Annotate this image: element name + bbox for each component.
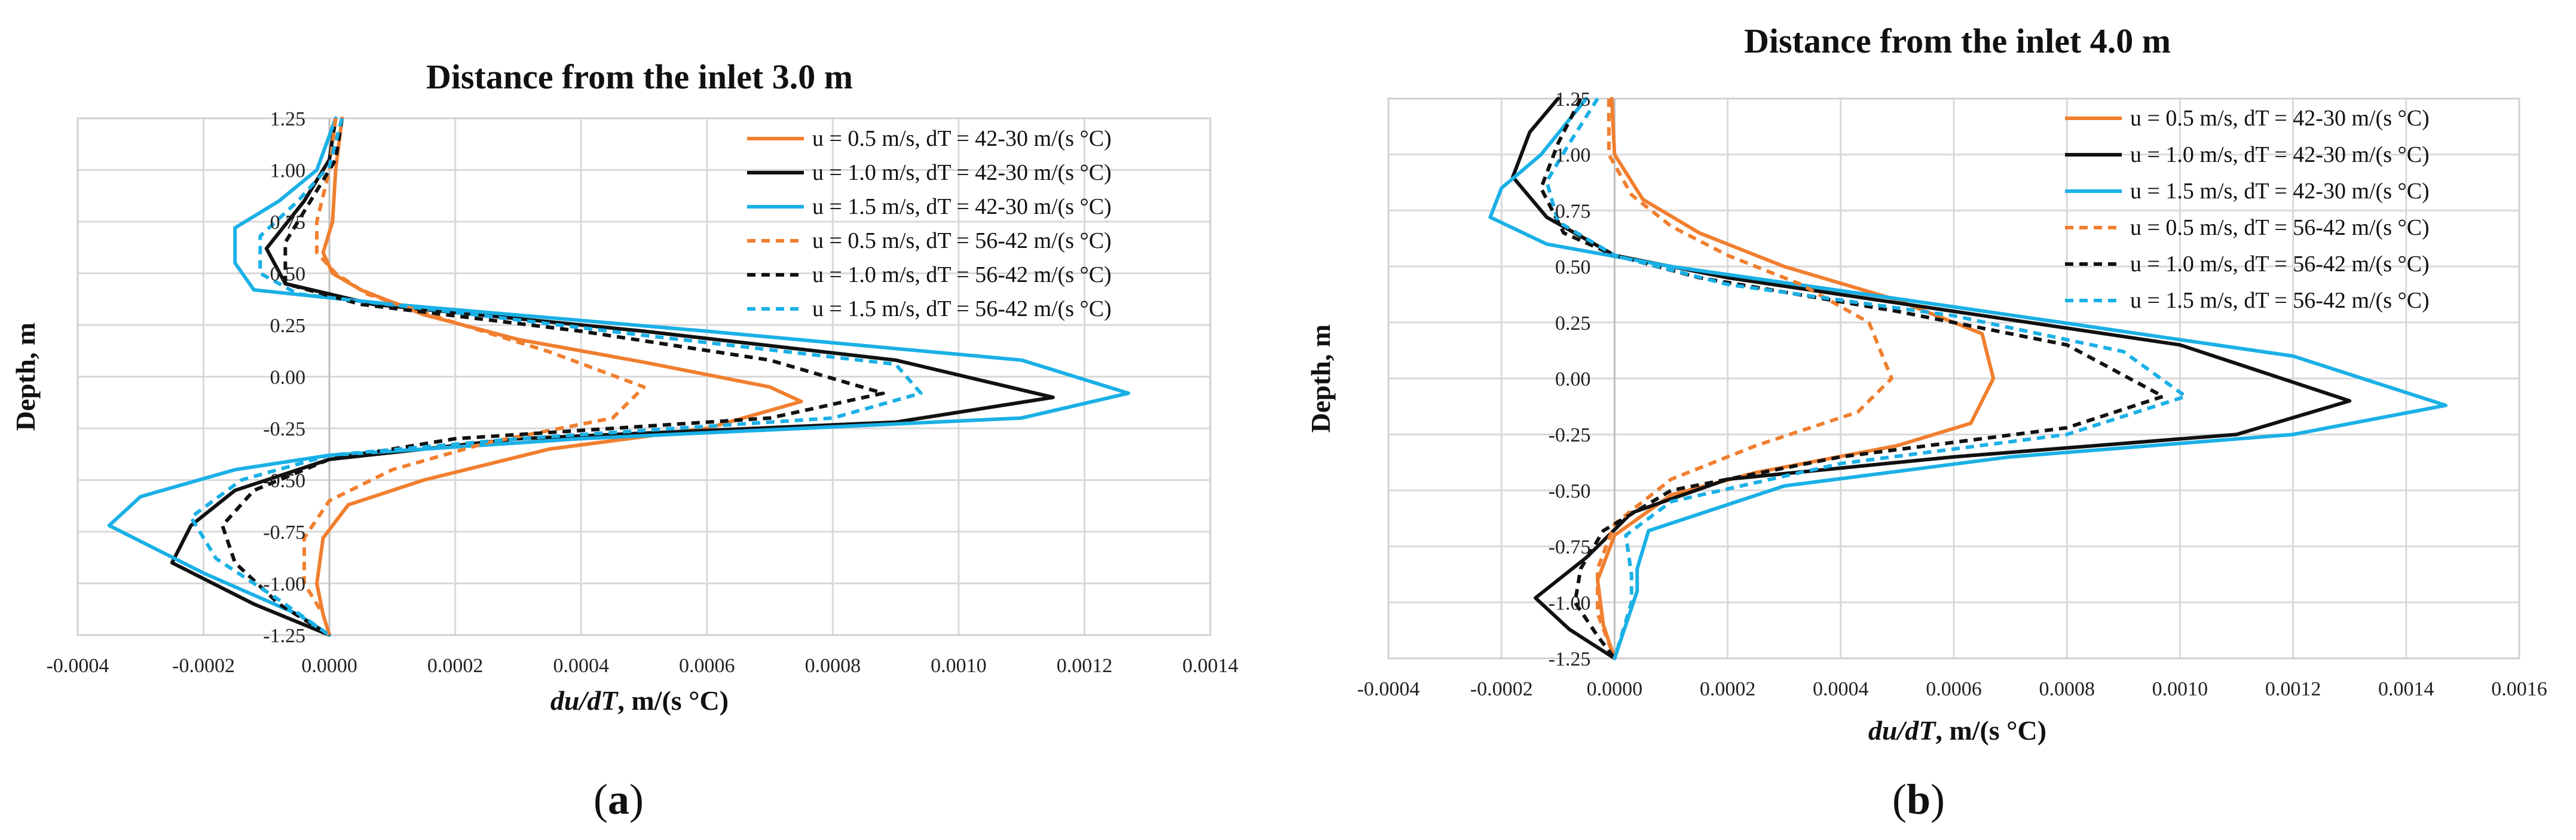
x-axis-label: du/dT, m/(s °C)	[1868, 715, 2046, 746]
y-tick-label: 1.25	[1555, 88, 1591, 111]
legend-label: u = 0.5 m/s, dT = 42-30 m/(s °C)	[812, 126, 1112, 151]
legend-label: u = 1.5 m/s, dT = 56-42 m/(s °C)	[2130, 288, 2430, 313]
legend: u = 0.5 m/s, dT = 42-30 m/(s °C) u = 1.0 …	[2065, 106, 2430, 313]
x-tick-label: 0.0002	[1700, 678, 1756, 700]
chart-b: Distance from the inlet 4.0 m -0.0004 -0.0…	[1305, 22, 2547, 823]
chart-title: Distance from the inlet 3.0 m	[426, 57, 853, 96]
x-tick-label: 0.0010	[931, 655, 987, 677]
series-line-4	[302, 118, 646, 636]
legend-label: u = 1.5 m/s, dT = 56-42 m/(s °C)	[812, 296, 1112, 321]
y-tick-label: -1.25	[263, 625, 305, 647]
x-tick-label: 0.0004	[553, 655, 609, 677]
x-tick-label: 0.0008	[2039, 678, 2095, 700]
y-tick-label: 1.25	[270, 108, 306, 130]
x-tick-label: 0.0008	[805, 655, 861, 677]
legend-label: u = 1.0 m/s, dT = 56-42 m/(s °C)	[812, 262, 1112, 287]
y-tick-label: -1.00	[263, 574, 305, 596]
series-line-1	[315, 117, 803, 637]
x-tick-label: -0.0002	[172, 655, 235, 677]
x-tick-label: 0.0004	[1813, 678, 1869, 700]
legend-label: u = 1.0 m/s, dT = 56-42 m/(s °C)	[2130, 252, 2430, 277]
legend-label: u = 0.5 m/s, dT = 56-42 m/(s °C)	[812, 228, 1112, 253]
panel-label: (b)	[1892, 775, 1945, 823]
y-tick-label: -0.25	[263, 418, 305, 440]
series-line-6	[189, 118, 923, 637]
legend-label: u = 1.0 m/s, dT = 42-30 m/(s °C)	[2130, 142, 2430, 167]
x-tick-label: 0.0002	[427, 655, 484, 677]
legend-label: u = 1.5 m/s, dT = 42-30 m/(s °C)	[812, 194, 1112, 219]
series-line-3	[107, 117, 1131, 637]
x-tick-label: 0.0012	[1057, 655, 1113, 677]
y-tick-label: 1.00	[270, 160, 306, 182]
y-tick-label: -0.25	[1549, 424, 1591, 446]
x-tick-label: 0.0014	[2378, 678, 2434, 700]
x-tick-label: 0.0010	[2152, 678, 2208, 700]
y-tick-label: -0.75	[263, 522, 305, 544]
y-tick-label: -0.50	[1549, 480, 1591, 502]
y-tick-label: 1.00	[1555, 145, 1591, 167]
x-tick-label: 0.0006	[1926, 678, 1982, 700]
plot-area	[77, 117, 1211, 636]
y-tick-label: -1.25	[1549, 648, 1591, 670]
x-tick-label: -0.0004	[1357, 678, 1420, 700]
series-line-3	[1488, 97, 2447, 660]
series-line-2	[1511, 97, 2352, 660]
y-tick-label: 0.75	[270, 211, 306, 234]
series-line-6	[1544, 97, 2188, 659]
plot-area	[1387, 97, 2520, 660]
x-tick-label: 0.0000	[1587, 678, 1643, 700]
y-tick-label: 0.25	[270, 315, 306, 337]
legend-label: u = 0.5 m/s, dT = 42-30 m/(s °C)	[2130, 106, 2430, 131]
series-line-4	[1596, 99, 1893, 660]
y-tick-label: 0.50	[270, 263, 306, 286]
y-tick-label: -0.50	[263, 470, 305, 492]
x-tick-label: -0.0004	[47, 655, 109, 677]
x-tick-label: 0.0014	[1182, 655, 1238, 677]
x-tick-label: -0.0002	[1470, 678, 1533, 700]
x-tick-label: 0.0016	[2491, 678, 2547, 700]
chart-a: Distance from the inlet 3.0 m -0.0004 -0.0…	[10, 57, 1238, 823]
y-tick-label: 0.75	[1555, 200, 1591, 222]
y-tick-label: 0.00	[1555, 369, 1591, 391]
panel-label: (a)	[593, 775, 644, 823]
legend-label: u = 1.0 m/s, dT = 42-30 m/(s °C)	[812, 160, 1112, 185]
legend-label: u = 1.5 m/s, dT = 42-30 m/(s °C)	[2130, 179, 2430, 204]
series-line-2	[170, 117, 1055, 637]
legend: u = 0.5 m/s, dT = 42-30 m/(s °C) u = 1.0 …	[747, 126, 1112, 321]
y-tick-label: 0.50	[1555, 256, 1591, 278]
legend-label: u = 0.5 m/s, dT = 56-42 m/(s °C)	[2130, 215, 2430, 240]
x-tick-label: 0.0000	[301, 655, 357, 677]
y-axis-label: Depth, m	[10, 323, 41, 431]
x-tick-label: 0.0012	[2265, 678, 2321, 700]
chart-title: Distance from the inlet 4.0 m	[1744, 22, 2171, 60]
y-axis-label: Depth, m	[1305, 324, 1336, 433]
x-tick-label: 0.0006	[679, 655, 735, 677]
y-tick-label: 0.00	[270, 367, 306, 389]
x-axis-label: du/dT, m/(s °C)	[550, 685, 729, 716]
series-line-1	[1596, 97, 1996, 660]
y-tick-label: 0.25	[1555, 312, 1591, 335]
y-tick-label: -1.00	[1549, 592, 1591, 614]
y-tick-label: -0.75	[1549, 537, 1591, 559]
series-line-5	[221, 118, 885, 637]
